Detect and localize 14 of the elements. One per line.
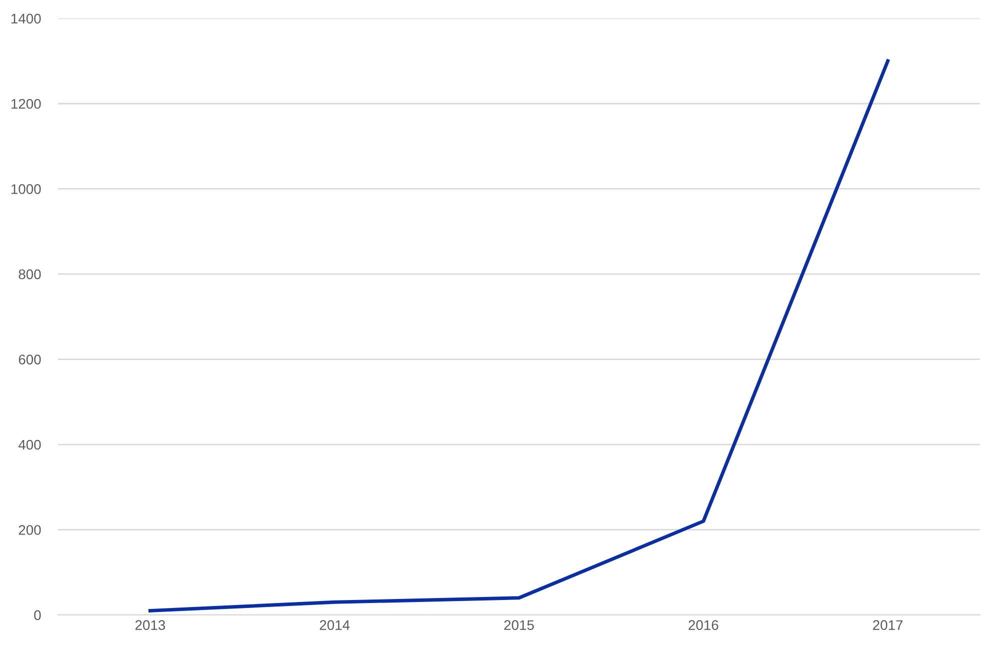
y-tick-label: 400 bbox=[18, 440, 41, 450]
x-tick-label: 2013 bbox=[135, 620, 166, 630]
y-tick-label: 1200 bbox=[12, 98, 41, 109]
y-tick-label: 0 bbox=[34, 610, 41, 620]
x-tick-label: 2015 bbox=[504, 620, 534, 630]
y-tick-label: 800 bbox=[18, 269, 41, 280]
x-tick-label: 2016 bbox=[688, 620, 718, 630]
x-tick-label: 2014 bbox=[320, 620, 350, 630]
y-tick-label: 1000 bbox=[12, 184, 41, 194]
y-tick-label: 1400 bbox=[12, 14, 41, 24]
line-series bbox=[148, 59, 890, 612]
y-tick-label: 200 bbox=[18, 525, 41, 535]
x-tick-label: 2017 bbox=[873, 620, 903, 630]
y-tick-label: 600 bbox=[18, 354, 41, 364]
